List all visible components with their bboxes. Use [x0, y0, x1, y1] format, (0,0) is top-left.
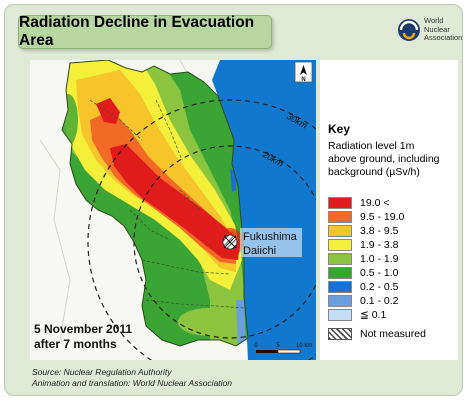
- title-banner: Radiation Decline in Evacuation Area: [18, 14, 272, 49]
- legend-item: 19.0 <: [328, 196, 390, 209]
- legend-swatch: [328, 280, 352, 293]
- legend-label: ≦ 0.1: [360, 308, 387, 321]
- source-credits: Source: Nuclear Regulation Authority Ani…: [32, 367, 232, 389]
- key-description: Radiation level 1m above ground, includi…: [328, 140, 458, 179]
- legend-label: 9.5 - 19.0: [360, 210, 405, 223]
- logo-line-1: World: [424, 16, 444, 25]
- scale-label-10: 10 km: [296, 343, 312, 349]
- legend-item: 1.0 - 1.9: [328, 252, 399, 265]
- date-line-2: after 7 months: [34, 337, 117, 351]
- date-line-1: 5 November 2011: [34, 322, 132, 336]
- scale-bar: 0 5 10 km: [254, 343, 312, 354]
- legend-swatch: [328, 224, 352, 237]
- wna-logo: World Nuclear Association: [397, 14, 463, 48]
- sea: [212, 60, 316, 360]
- legend-label: 0.1 - 0.2: [360, 294, 399, 307]
- compass-label: N: [301, 77, 305, 83]
- level-yellow-south: [178, 308, 238, 336]
- legend-item: 0.5 - 1.0: [328, 266, 399, 279]
- legend-item: 3.8 - 9.5: [328, 224, 399, 237]
- page-title: Radiation Decline in Evacuation Area: [19, 14, 255, 49]
- level-red: [110, 144, 240, 260]
- legend-label: 3.8 - 9.5: [360, 224, 399, 237]
- legend-item: 0.1 - 0.2: [328, 294, 399, 307]
- north-arrow-icon: [300, 65, 307, 75]
- radiation-map: 30km 20km N Fukushima Daiichi 5 November…: [30, 60, 316, 360]
- logo-line-2: Nuclear: [424, 24, 450, 34]
- logo-line-3: Association: [424, 33, 463, 42]
- legend-swatch: [328, 308, 352, 321]
- legend-label: 0.2 - 0.5: [360, 280, 399, 293]
- evacuation-area-outline: [61, 60, 249, 347]
- key-description-line-2: above ground, including: [328, 153, 440, 165]
- scale-seg-1: [256, 350, 278, 353]
- translation-line: Animation and translation: World Nuclear…: [32, 378, 233, 388]
- source-line: Source: Nuclear Regulation Authority: [32, 367, 172, 377]
- plant-label-line-2: Daiichi: [243, 245, 276, 257]
- compass: N: [294, 61, 313, 83]
- scale-label-0: 0: [254, 343, 258, 349]
- legend-swatch: [328, 266, 352, 279]
- plant-cross-b: [223, 235, 237, 249]
- plant-label-line-1: Fukushima: [243, 231, 298, 243]
- hatch-swatch: [328, 328, 352, 340]
- ring-30km: [87, 99, 316, 360]
- key-title: Key: [328, 122, 351, 136]
- scale-label-5: 5: [276, 343, 280, 349]
- key-panel: Key Radiation level 1m above ground, inc…: [320, 60, 458, 360]
- plant-marker: [222, 234, 238, 250]
- legend-item: 0.2 - 0.5: [328, 280, 399, 293]
- legend-swatch: [328, 238, 352, 251]
- legend-label: 1.0 - 1.9: [360, 252, 399, 265]
- plant-label-bg: [240, 228, 302, 257]
- legend-swatch: [328, 210, 352, 223]
- key-description-line-3: background (µSv/h): [328, 166, 420, 178]
- legend-item: 1.9 - 3.8: [328, 238, 399, 251]
- not-measured-label: Not measured: [360, 328, 426, 340]
- ring-20km: [133, 145, 316, 339]
- legend-not-measured: Not measured: [328, 328, 426, 340]
- municipal-boundaries: [89, 99, 245, 309]
- legend-label: 19.0 <: [360, 196, 390, 209]
- legend-swatch: [328, 252, 352, 265]
- level-red-north: [96, 98, 120, 124]
- legend-swatch: [328, 294, 352, 307]
- globe-icon: [398, 19, 420, 41]
- scale-seg-2: [277, 349, 301, 354]
- legend-item: ≦ 0.1: [328, 308, 386, 321]
- key-description-line-1: Radiation level 1m: [328, 140, 415, 152]
- legend-item: 9.5 - 19.0: [328, 210, 404, 223]
- legend-label: 1.9 - 3.8: [360, 238, 399, 251]
- logo-text: World Nuclear Association: [424, 16, 463, 43]
- legend-label: 0.5 - 1.0: [360, 266, 399, 279]
- legend-swatch: [328, 196, 352, 209]
